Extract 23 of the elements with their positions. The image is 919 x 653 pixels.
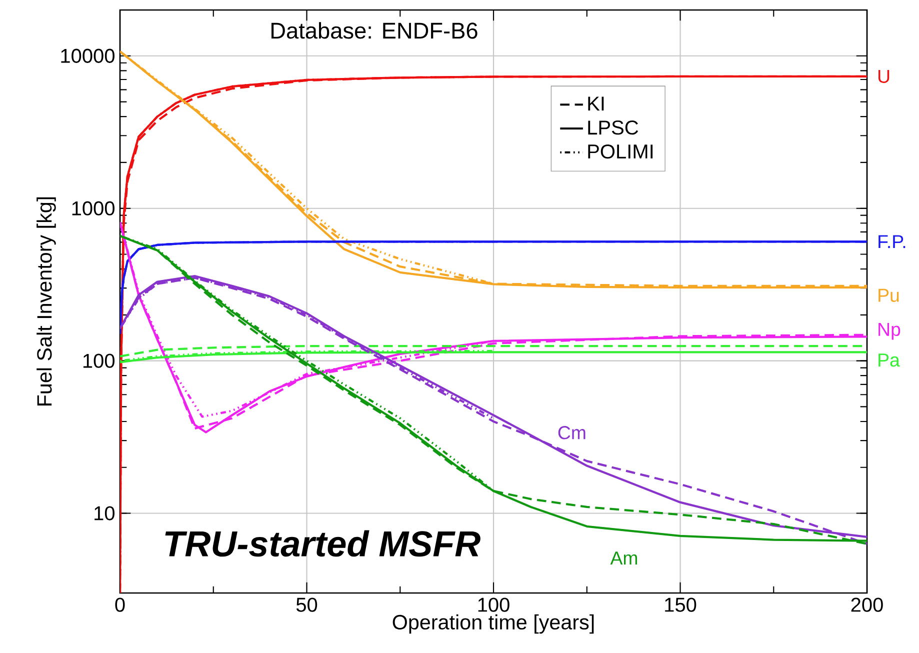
- annotation: Database: ENDF-B6: [271, 22, 478, 39]
- x-tick-label: 200: [851, 598, 883, 612]
- annotation: TRU-started MSFR: [165, 530, 480, 557]
- annotation: POLIMI: [588, 144, 653, 159]
- annotation: KI: [588, 96, 604, 110]
- y-tick-label: 10: [94, 506, 114, 520]
- x-axis-title: Operation time [years]: [392, 614, 594, 634]
- series-label: Np: [878, 322, 900, 340]
- x-tick-label: 150: [665, 598, 696, 612]
- annotation: LPSC: [588, 120, 638, 135]
- series-label: Pu: [878, 288, 899, 302]
- series-label: Am: [610, 552, 638, 564]
- y-tick-label: 1000: [72, 201, 114, 216]
- series-label: U: [878, 70, 890, 83]
- y-tick-label: 100: [83, 354, 114, 368]
- series-label: Cm: [558, 426, 586, 440]
- y-axis-title: Fuel Salt Inventory [kg]: [36, 197, 56, 406]
- x-tick-label: 50: [296, 598, 318, 612]
- x-tick-label: 0: [115, 598, 125, 612]
- y-tick-label: 10000: [61, 48, 114, 63]
- series-label: F.P.: [878, 235, 906, 248]
- series-label: Pa: [878, 354, 900, 367]
- x-tick-label: 100: [478, 598, 510, 612]
